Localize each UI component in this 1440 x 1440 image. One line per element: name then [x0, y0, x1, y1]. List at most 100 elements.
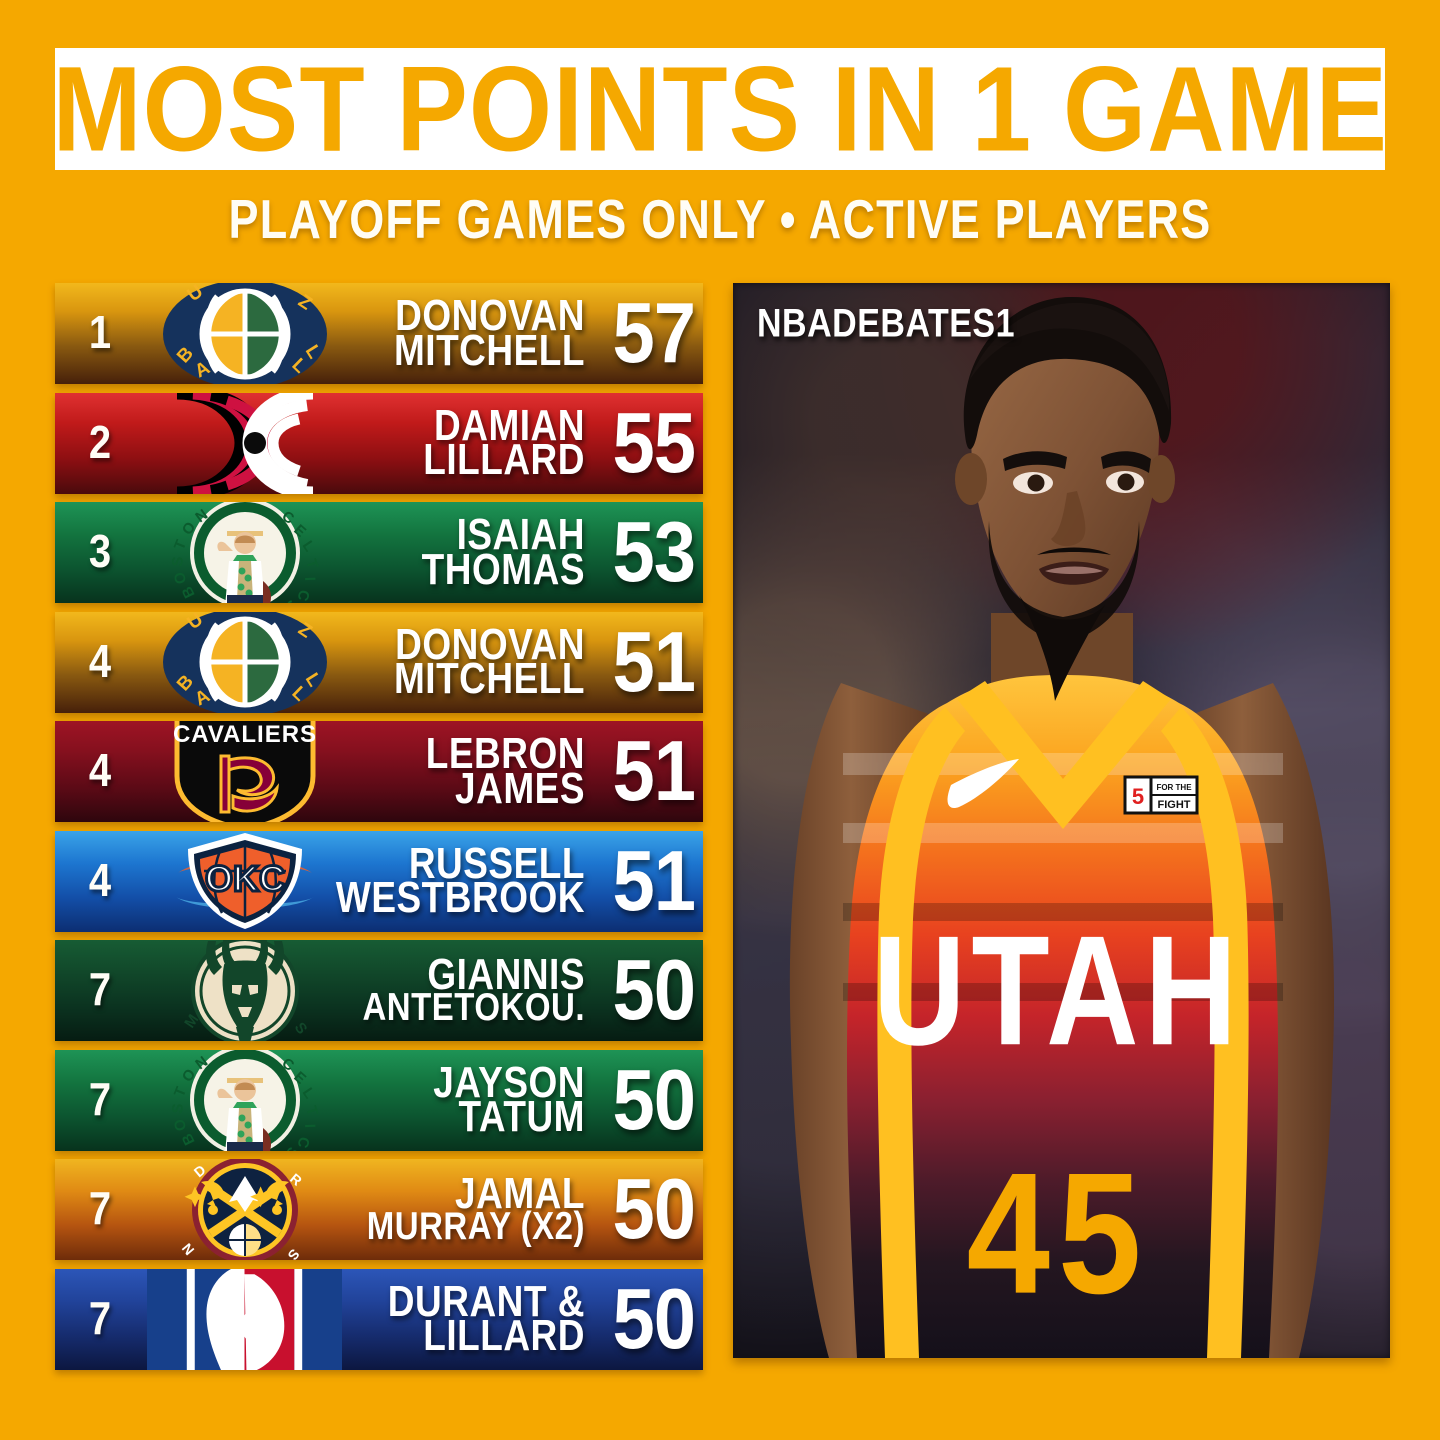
- player-name-line2: LILLARD: [423, 1311, 585, 1360]
- svg-text:5: 5: [1132, 784, 1144, 809]
- svg-text:B: B: [178, 583, 198, 600]
- table-row[interactable]: 7 D: [55, 1159, 703, 1260]
- team-logo-nuggets: D R N S: [147, 1159, 342, 1260]
- player-name-line1: RUSSELL: [408, 839, 585, 888]
- points-value: 50: [612, 1161, 696, 1258]
- points-value: 50: [612, 942, 696, 1039]
- player-name-line1: ISAIAH: [456, 510, 585, 560]
- player-name: JAYSON TATUM: [285, 1050, 585, 1151]
- points-value: 51: [612, 723, 696, 820]
- row-background: [55, 830, 703, 932]
- page-subtitle: PLAYOFF GAMES ONLY • ACTIVE PLAYERS: [228, 188, 1212, 251]
- svg-text:FOR THE: FOR THE: [1156, 783, 1192, 792]
- watermark-label: NBADEBATES1: [757, 301, 1016, 346]
- player-name: JAMAL MURRAY (X2): [285, 1159, 585, 1260]
- svg-text:OKC: OKC: [205, 858, 285, 899]
- title-banner: MOST POINTS IN 1 GAME: [52, 41, 1386, 176]
- team-logo-celtics: C E L T I C S B O S T O N: [147, 1049, 342, 1151]
- svg-text:I: I: [301, 576, 318, 581]
- player-name-line1: DAMIAN: [434, 401, 585, 450]
- svg-text:T: T: [170, 1085, 189, 1100]
- row-background: [55, 721, 703, 822]
- table-row[interactable]: 3 C E L T I C S B O S T O N: [55, 502, 703, 603]
- rank-number: 7: [88, 964, 112, 1016]
- rank-number: 7: [88, 1293, 112, 1344]
- svg-text:S: S: [169, 1103, 187, 1115]
- team-logo-celtics: C E L T I C S B O S T O N: [147, 502, 342, 603]
- svg-text:UTAH: UTAH: [873, 904, 1243, 1078]
- player-photo-panel: NBADEBATES1: [733, 283, 1390, 1358]
- points-value: 50: [612, 1052, 696, 1148]
- points-value: 50: [612, 1271, 696, 1367]
- row-background: [55, 940, 703, 1041]
- player-name-line2: MURRAY (X2): [366, 1203, 585, 1248]
- svg-text:O: O: [171, 570, 190, 585]
- svg-text:C: C: [293, 588, 312, 603]
- player-name: DAMIAN LILLARD: [285, 393, 585, 494]
- page-title: MOST POINTS IN 1 GAME: [52, 40, 1388, 177]
- svg-text:CAVALIERS: CAVALIERS: [172, 721, 316, 748]
- team-logo-blazers: [147, 392, 342, 494]
- player-name-line2: MITCHELL: [393, 654, 585, 703]
- rank-number: 1: [88, 307, 112, 359]
- player-name-line2: LILLARD: [423, 435, 585, 484]
- points-value: 53: [612, 504, 696, 601]
- player-name-line2: TATUM: [458, 1092, 585, 1141]
- player-name-line1: JAYSON: [433, 1058, 585, 1107]
- table-row[interactable]: 7 M S: [55, 940, 703, 1041]
- team-logo-bucks: M S: [147, 940, 342, 1041]
- row-background: [55, 502, 703, 603]
- player-name-line2: THOMAS: [421, 544, 585, 594]
- team-logo-jazz: U Z B A L L: [147, 611, 342, 713]
- rank-number: 4: [88, 855, 112, 906]
- player-name: DONOVAN MITCHELL: [285, 283, 585, 384]
- points-value: 55: [612, 395, 696, 491]
- table-row[interactable]: 2 DAMIAN LILLARD 55: [55, 392, 703, 494]
- row-background: [55, 1049, 703, 1151]
- player-name: RUSSELL WESTBROOK: [285, 831, 585, 932]
- svg-text:45: 45: [967, 1138, 1150, 1330]
- table-row[interactable]: 7 C E L T I C S B O S T O N: [55, 1049, 703, 1151]
- player-name-line1: DONOVAN: [395, 291, 585, 341]
- svg-text:S: S: [281, 597, 301, 604]
- player-name-line1: JAMAL: [455, 1169, 585, 1218]
- rank-number: 4: [88, 636, 112, 687]
- rank-number: 7: [88, 1074, 112, 1125]
- table-row[interactable]: 4 CAVALIERS LEBRON JAMES 51: [55, 721, 703, 822]
- player-name-line2: WESTBROOK: [335, 873, 585, 922]
- table-row[interactable]: 4 OKC RUSSELL WESTBROOK 51: [55, 830, 703, 932]
- points-value: 51: [612, 833, 696, 929]
- player-name-line1: GIANNIS: [427, 950, 585, 999]
- svg-text:N: N: [178, 1240, 197, 1258]
- ranking-list: 1 U Z B A L L DONOVAN MITCHELL 57: [55, 283, 703, 1377]
- team-logo-okc: OKC: [147, 831, 342, 932]
- table-row[interactable]: 7 DURANT & LILLARD 50: [55, 1268, 703, 1370]
- table-row[interactable]: 4 U Z B A L L DONOVAN MITCHELL 51: [55, 611, 703, 713]
- player-name-line2: JAMES: [455, 763, 585, 813]
- rank-number: 3: [88, 526, 112, 578]
- player-name: ISAIAH THOMAS: [285, 502, 585, 603]
- header: MOST POINTS IN 1 GAME PLAYOFF GAMES ONLY…: [0, 0, 1440, 268]
- team-logo-nba: [147, 1268, 342, 1370]
- player-name: DURANT & LILLARD: [285, 1269, 585, 1370]
- row-background: [55, 1159, 703, 1260]
- svg-text:O: O: [171, 1117, 190, 1132]
- svg-text:C: C: [293, 1135, 312, 1150]
- table-row[interactable]: 1 U Z B A L L DONOVAN MITCHELL 57: [55, 283, 703, 384]
- svg-text:FIGHT: FIGHT: [1158, 799, 1191, 811]
- svg-text:T: T: [170, 537, 189, 552]
- svg-text:S: S: [169, 555, 187, 567]
- player-name-line1: DONOVAN: [395, 620, 585, 669]
- svg-text:S: S: [281, 1144, 301, 1151]
- player-name-line2: ANTETOKOU.: [362, 984, 585, 1029]
- svg-text:B: B: [178, 1130, 198, 1147]
- player-name-line2: MITCHELL: [393, 325, 585, 375]
- player-name-line1: LEBRON: [425, 729, 585, 779]
- player-name: GIANNIS ANTETOKOU.: [285, 940, 585, 1041]
- team-logo-cavs: CAVALIERS: [147, 721, 342, 822]
- player-name-line1: DURANT &: [387, 1277, 585, 1326]
- svg-text:I: I: [301, 1124, 318, 1129]
- rank-number: 2: [88, 417, 112, 468]
- points-value: 57: [612, 285, 696, 382]
- row-background: [55, 392, 703, 494]
